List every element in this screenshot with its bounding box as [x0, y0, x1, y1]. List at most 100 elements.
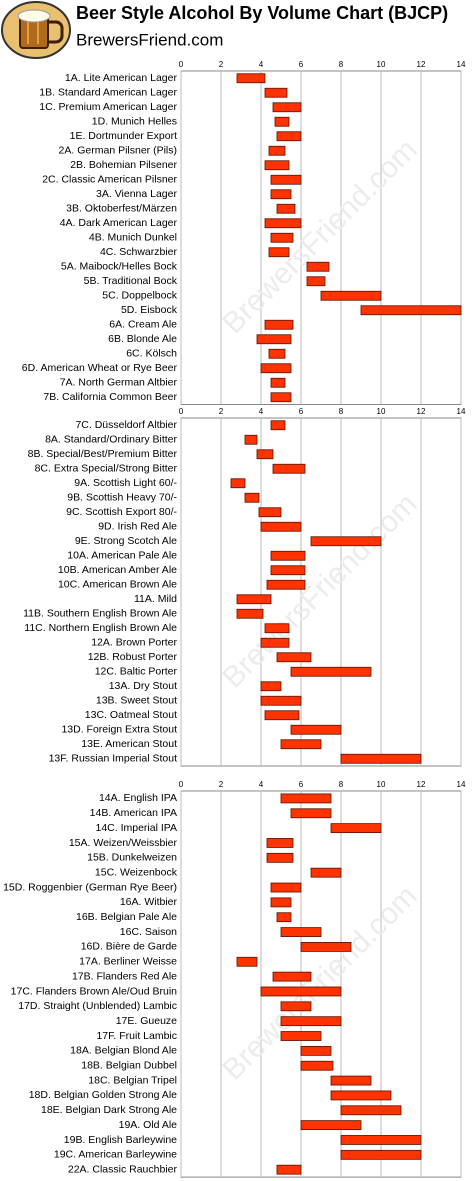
- range-bar: [268, 348, 286, 359]
- range-bar: [268, 247, 290, 258]
- range-bar: [280, 1031, 322, 1041]
- range-bar: [256, 334, 292, 345]
- range-bar: [300, 1120, 362, 1131]
- category-label: 17E. Gueuze: [116, 1015, 177, 1027]
- site: BrewersFriend.com: [76, 30, 223, 49]
- range-bar: [260, 681, 282, 692]
- range-bar: [236, 956, 258, 967]
- category-label: 14A. English IPA: [99, 792, 177, 804]
- category-label: 19B. English Barleywine: [64, 1134, 177, 1146]
- category-label: 17F. Fruit Lambic: [96, 1030, 177, 1042]
- category-label: 4A. Dark American Lager: [60, 217, 178, 229]
- plot-area: [180, 790, 462, 1178]
- category-label: 18D. Belgian Golden Strong Ale: [29, 1089, 177, 1101]
- range-bar: [330, 1075, 372, 1086]
- category-label: 13E. American Stout: [81, 738, 177, 750]
- category-label: 12C. Baltic Porter: [95, 666, 178, 678]
- category-label: 10B. American Amber Ale: [58, 564, 177, 576]
- range-bar: [236, 594, 272, 605]
- x-tick-label: 2: [219, 60, 224, 69]
- range-bar: [290, 666, 372, 677]
- title: Beer Style Alcohol By Volume Chart (BJCP…: [76, 3, 448, 23]
- x-tick-label: 4: [259, 780, 264, 789]
- category-label: 15B. Dunkelweizen: [87, 852, 177, 864]
- category-label: 5B. Traditional Bock: [84, 275, 178, 287]
- range-bar: [260, 695, 302, 706]
- range-bar: [230, 478, 246, 489]
- category-label: 17D. Straight (Unblended) Lambic: [18, 1000, 177, 1012]
- range-bar: [276, 1164, 302, 1175]
- category-label: 4C. Schwarzbier: [100, 246, 178, 258]
- range-bar: [270, 897, 292, 908]
- category-label: 18C. Belgian Tripel: [88, 1074, 177, 1086]
- x-tick-label: 2: [219, 780, 224, 789]
- range-bar: [272, 463, 306, 474]
- range-bar: [264, 319, 294, 330]
- range-bar: [266, 838, 294, 848]
- category-label: 17B. Flanders Red Ale: [72, 970, 177, 982]
- category-label: 8C. Extra Special/Strong Bitter: [35, 463, 178, 475]
- category-label: 6C. Kölsch: [126, 348, 177, 360]
- category-label: 16D. Bière de Garde: [81, 941, 177, 953]
- range-bar: [270, 565, 306, 576]
- range-bar: [270, 420, 286, 431]
- range-bar: [330, 823, 382, 834]
- range-bar: [264, 710, 300, 721]
- range-bar: [268, 145, 286, 156]
- range-bar: [340, 1105, 402, 1116]
- range-bar: [236, 608, 264, 619]
- range-bar: [270, 189, 292, 200]
- category-label: 3B. Oktoberfest/Märzen: [66, 203, 177, 215]
- x-tick-label: 4: [259, 60, 264, 69]
- range-bar: [280, 1001, 312, 1012]
- x-tick-label: 12: [417, 407, 426, 416]
- category-label: 9B. Scottish Heavy 70/-: [67, 492, 177, 504]
- category-label: 16B. Belgian Pale Ale: [76, 911, 177, 923]
- x-tick-label: 0: [179, 60, 184, 69]
- range-bar: [276, 912, 292, 923]
- range-bar: [244, 434, 258, 445]
- range-bar: [280, 739, 322, 750]
- x-tick-label: 10: [377, 60, 386, 69]
- x-tick-label: 0: [179, 407, 184, 416]
- x-tick-label: 6: [299, 60, 304, 69]
- range-bar: [266, 852, 294, 863]
- category-label: 7C. Düsseldorf Altbier: [75, 419, 177, 431]
- category-label: 7B. California Common Beer: [43, 391, 177, 403]
- category-label: 11B. Southern English Brown Ale: [23, 608, 177, 620]
- category-label: 11C. Northern English Brown Ale: [24, 622, 177, 634]
- category-label: 6B. Blonde Ale: [108, 333, 177, 345]
- category-label: 17A. Berliner Weisse: [79, 956, 177, 968]
- range-bar: [260, 986, 342, 997]
- category-label: 18E. Belgian Dark Strong Ale: [41, 1104, 177, 1116]
- range-bar: [276, 203, 296, 214]
- x-tick-label: 14: [457, 407, 466, 416]
- x-tick-label: 2: [219, 407, 224, 416]
- category-label: 9A. Scottish Light 60/-: [74, 477, 177, 489]
- range-bar: [290, 724, 342, 735]
- range-bar: [280, 927, 322, 937]
- category-label: 13A. Dry Stout: [109, 680, 177, 692]
- range-bar: [264, 623, 290, 634]
- range-bar: [256, 449, 274, 460]
- x-tick-label: 4: [259, 407, 264, 416]
- category-label: 15A. Weizen/Weissbier: [69, 837, 178, 849]
- range-bar: [360, 305, 462, 316]
- range-bar: [272, 971, 312, 982]
- range-bar: [280, 793, 332, 804]
- category-label: 16A. Witbier: [120, 896, 178, 908]
- category-label: 1A. Lite American Lager: [65, 72, 178, 84]
- category-label: 14C. Imperial IPA: [95, 822, 177, 834]
- range-bar: [270, 550, 306, 561]
- category-label: 15C. Weizenbock: [95, 866, 178, 878]
- category-label: 18A. Belgian Blond Ale: [70, 1045, 177, 1057]
- range-bar: [320, 290, 382, 301]
- category-label: 11A. Mild: [134, 593, 177, 605]
- category-label: 4B. Munich Dunkel: [89, 232, 177, 244]
- range-bar: [264, 160, 290, 171]
- range-bar: [270, 377, 286, 388]
- range-bar: [300, 942, 352, 952]
- category-label: 18B. Belgian Dubbel: [81, 1060, 177, 1072]
- range-bar: [264, 87, 288, 98]
